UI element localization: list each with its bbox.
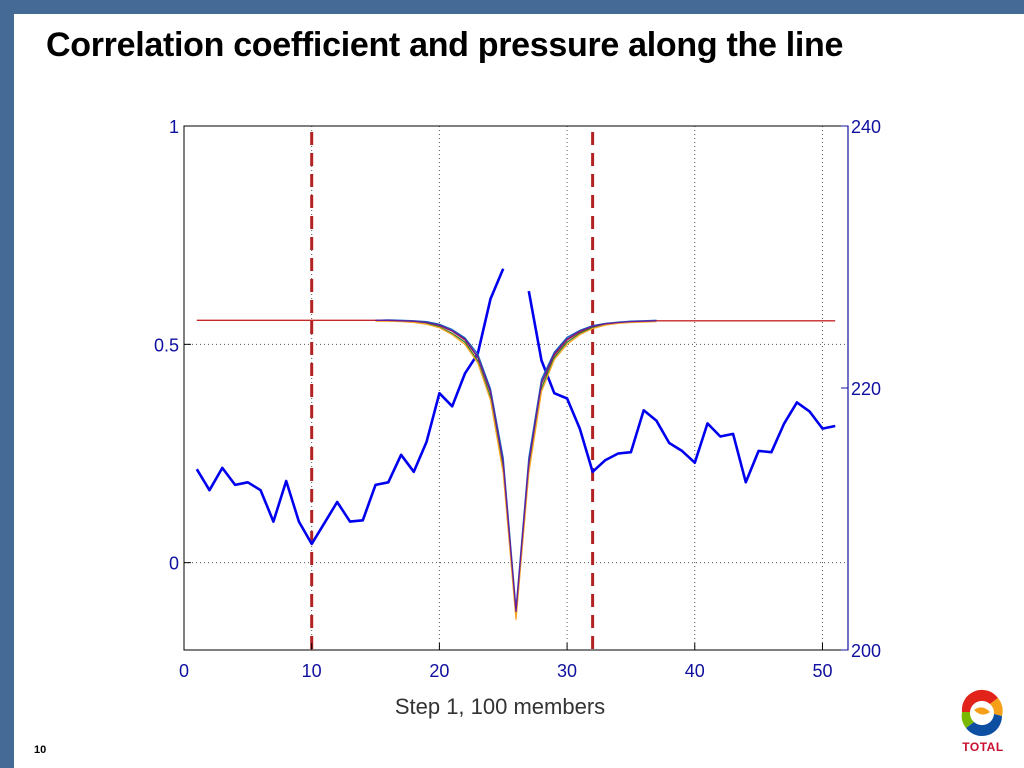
correlation-series-line-2	[375, 320, 657, 618]
x-tick-label: 0	[179, 661, 189, 681]
x-tick-label: 50	[812, 661, 832, 681]
x-tick-label: 20	[429, 661, 449, 681]
left-tick-label: 1	[169, 117, 179, 137]
right-tick-label: 240	[851, 117, 881, 137]
x-tick-label: 40	[685, 661, 705, 681]
top-frame-bar	[0, 0, 1024, 14]
right-tick-label: 200	[851, 641, 881, 661]
correlation-series-line-5	[375, 319, 657, 613]
correlation-series-line-4	[375, 320, 657, 621]
right-tick-label: 220	[851, 379, 881, 399]
slide-title: Correlation coefficient and pressure alo…	[46, 26, 844, 64]
pressure-series-line	[195, 268, 505, 546]
axis-layer	[183, 125, 849, 651]
series-layer	[195, 268, 836, 621]
vertical-marker-layer	[310, 132, 595, 650]
pressure-series-line	[527, 290, 836, 484]
left-frame-bar	[0, 0, 14, 768]
x-tick-label: 30	[557, 661, 577, 681]
total-logo-text: TOTAL	[962, 740, 1004, 754]
grid-layer	[184, 126, 848, 650]
tick-label-layer: 0 10 20 30 40 50 0 0.5 1 200 220 240	[154, 117, 881, 681]
chart-caption: Step 1, 100 members	[394, 694, 606, 719]
x-tick-label: 10	[302, 661, 322, 681]
left-tick-label: 0.5	[154, 335, 179, 355]
plot-frame	[183, 125, 849, 651]
correlation-series-line-1	[196, 319, 836, 614]
total-logo-icon	[960, 689, 1004, 736]
page-number: 10	[34, 744, 47, 756]
left-tick-label: 0	[169, 554, 179, 574]
